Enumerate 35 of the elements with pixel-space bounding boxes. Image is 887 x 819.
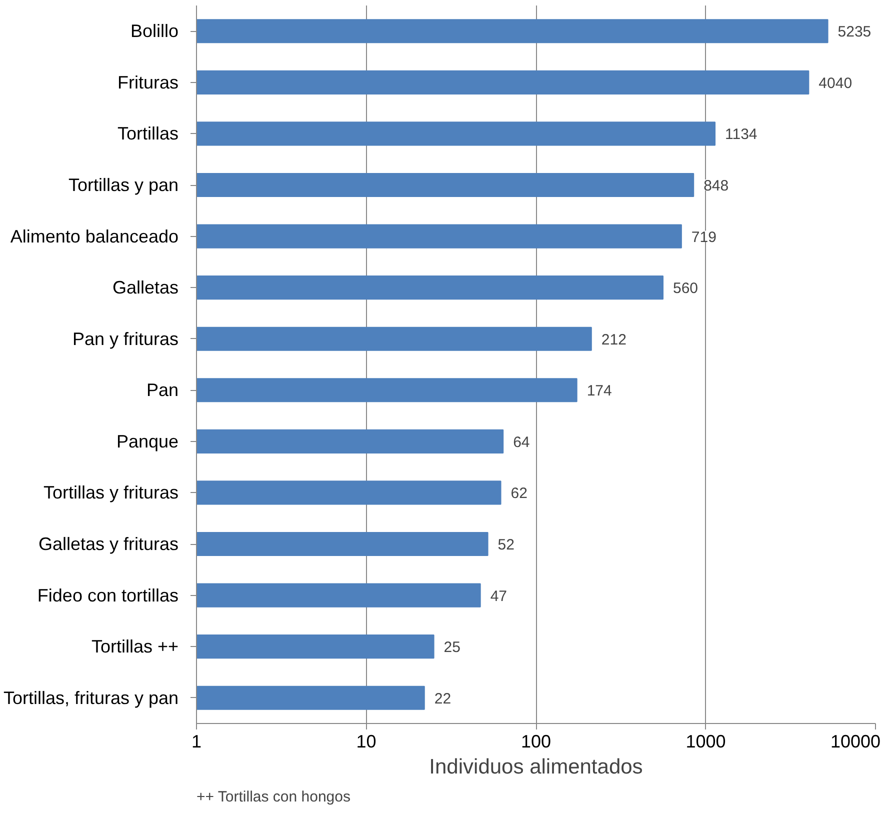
data-label: 52: [498, 536, 514, 554]
x-tick-label: 1000: [686, 732, 726, 752]
x-tick-label: 100: [520, 732, 552, 752]
y-tick-label: Galletas: [112, 278, 179, 298]
y-tick-label: Frituras: [117, 72, 179, 92]
y-tick-label: Alimento balanceado: [10, 226, 179, 246]
data-label: 25: [444, 639, 460, 656]
text: ++ Tortillas con hongos: [196, 788, 350, 806]
data-label: 560: [673, 280, 698, 298]
data-label: 64: [513, 434, 530, 451]
y-tick-label: Tortillas, frituras y pan: [3, 688, 178, 708]
data-label: 62: [510, 485, 528, 502]
data-label: 1134: [725, 126, 758, 144]
y-tick-label: Tortillas y pan: [68, 175, 179, 195]
data-label: 4040: [818, 74, 852, 92]
x-tick-label: 10000: [830, 732, 881, 752]
data-label: 719: [691, 228, 716, 246]
x-tick-label: 1: [191, 732, 202, 752]
y-tick-label: Galletas y frituras: [38, 534, 178, 554]
y-tick-label: Pan y frituras: [72, 328, 179, 349]
data-label: 174: [586, 382, 612, 400]
y-tick-label: Tortillas: [117, 124, 178, 144]
data-label: 212: [601, 331, 626, 348]
data-label: 5235: [838, 24, 872, 41]
y-tick-label: Tortillas ++: [91, 636, 179, 657]
x-axis-title: Individuos alimentados: [429, 756, 643, 778]
data-label: 22: [434, 690, 452, 708]
data-label: 848: [704, 178, 729, 194]
data-label: 47: [490, 588, 508, 605]
y-tick-label: Panque: [116, 431, 179, 452]
y-tick-label: Bolillo: [130, 21, 179, 42]
y-tick-label: Fideo con tortillas: [37, 585, 179, 606]
y-tick-label: Pan: [146, 380, 179, 400]
x-tick-label: 10: [356, 732, 376, 752]
y-tick-label: Tortillas y frituras: [43, 482, 179, 503]
